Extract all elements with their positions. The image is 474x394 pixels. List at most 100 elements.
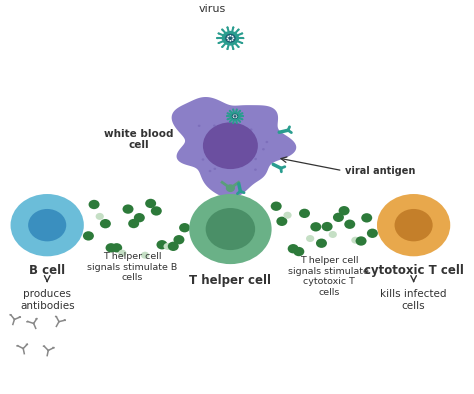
Circle shape <box>242 113 243 114</box>
Circle shape <box>242 143 245 145</box>
Circle shape <box>100 219 111 229</box>
Circle shape <box>231 39 234 41</box>
Circle shape <box>338 206 350 216</box>
Circle shape <box>122 204 134 214</box>
Circle shape <box>271 202 282 211</box>
Circle shape <box>232 113 238 119</box>
Circle shape <box>356 236 366 246</box>
Circle shape <box>227 113 228 114</box>
Circle shape <box>221 46 223 48</box>
Circle shape <box>96 213 104 220</box>
Circle shape <box>198 125 201 127</box>
Circle shape <box>222 165 225 167</box>
Circle shape <box>228 39 229 41</box>
Circle shape <box>243 116 244 117</box>
Circle shape <box>213 167 216 170</box>
Circle shape <box>306 235 314 242</box>
Circle shape <box>222 31 239 46</box>
Text: kills infected
cells: kills infected cells <box>380 290 447 311</box>
Circle shape <box>226 184 235 192</box>
Circle shape <box>233 115 234 116</box>
Circle shape <box>361 213 372 223</box>
Circle shape <box>229 35 231 37</box>
Circle shape <box>232 109 234 110</box>
Circle shape <box>288 244 299 253</box>
Circle shape <box>242 119 243 120</box>
Circle shape <box>236 116 237 117</box>
Circle shape <box>226 116 228 117</box>
Circle shape <box>232 48 234 50</box>
Circle shape <box>227 166 230 168</box>
Text: produces
antibodies: produces antibodies <box>20 290 74 311</box>
Circle shape <box>367 229 378 238</box>
Circle shape <box>237 29 239 30</box>
Circle shape <box>206 208 255 250</box>
Circle shape <box>316 238 327 248</box>
Text: T helper cell
signals stimulate B
cells: T helper cell signals stimulate B cells <box>87 253 177 282</box>
Circle shape <box>173 235 184 244</box>
Circle shape <box>189 194 272 264</box>
Circle shape <box>227 37 228 39</box>
Text: virus: virus <box>199 4 226 14</box>
Circle shape <box>134 213 145 222</box>
Circle shape <box>236 109 237 110</box>
Circle shape <box>10 194 84 256</box>
Circle shape <box>254 169 257 171</box>
Circle shape <box>239 121 241 122</box>
Circle shape <box>293 247 304 256</box>
Circle shape <box>89 200 100 209</box>
Circle shape <box>236 115 237 116</box>
Circle shape <box>207 139 210 141</box>
Circle shape <box>209 170 211 172</box>
Circle shape <box>229 112 240 121</box>
Circle shape <box>227 26 228 28</box>
Circle shape <box>218 33 219 34</box>
Polygon shape <box>172 97 296 198</box>
Text: white blood
cell: white blood cell <box>104 129 173 150</box>
Circle shape <box>229 40 231 42</box>
Circle shape <box>310 222 321 232</box>
Text: T helper cell
signals stimulate
cytotoxic T
cells: T helper cell signals stimulate cytotoxi… <box>289 256 369 297</box>
Circle shape <box>265 141 268 143</box>
Circle shape <box>234 114 236 115</box>
Circle shape <box>203 123 258 169</box>
Circle shape <box>216 37 219 39</box>
Circle shape <box>377 194 450 256</box>
Circle shape <box>241 42 243 44</box>
Circle shape <box>233 117 234 118</box>
Circle shape <box>394 209 433 242</box>
Circle shape <box>164 243 172 250</box>
Circle shape <box>229 121 230 122</box>
Circle shape <box>232 37 234 39</box>
Circle shape <box>128 219 139 228</box>
Text: viral antigen: viral antigen <box>345 165 415 176</box>
Circle shape <box>118 250 127 256</box>
Circle shape <box>254 158 257 160</box>
Circle shape <box>333 213 344 222</box>
Circle shape <box>83 231 94 241</box>
Circle shape <box>239 110 241 112</box>
Circle shape <box>237 46 239 48</box>
Circle shape <box>351 237 360 243</box>
Circle shape <box>262 148 265 151</box>
Circle shape <box>236 117 237 118</box>
Circle shape <box>242 37 245 39</box>
Circle shape <box>232 123 234 124</box>
Text: T helper cell: T helper cell <box>190 274 272 287</box>
Circle shape <box>218 42 219 44</box>
Circle shape <box>232 26 234 28</box>
Circle shape <box>283 212 292 219</box>
Circle shape <box>151 206 162 216</box>
Circle shape <box>299 209 310 218</box>
Circle shape <box>201 158 204 161</box>
Circle shape <box>213 125 216 127</box>
Circle shape <box>141 252 149 259</box>
Circle shape <box>227 119 228 120</box>
Circle shape <box>233 116 234 117</box>
Circle shape <box>322 222 333 231</box>
Circle shape <box>227 48 228 50</box>
Circle shape <box>234 117 236 118</box>
Circle shape <box>111 243 122 253</box>
Circle shape <box>328 231 337 238</box>
Circle shape <box>28 209 66 242</box>
